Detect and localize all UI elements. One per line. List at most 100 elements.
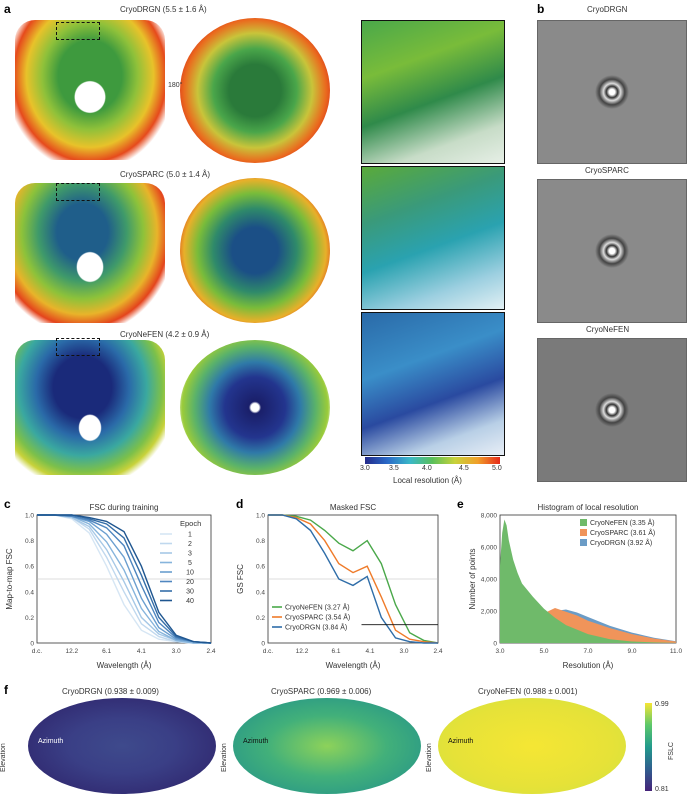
chart-local-resolution-histogram: Histogram of local resolution Resolution … — [468, 503, 682, 670]
fslc-colorbar-min: 0.81 — [655, 786, 669, 793]
series-line — [37, 514, 212, 644]
y-axis-label: Map-to-map FSC — [5, 548, 14, 610]
chart-title: Histogram of local resolution — [538, 503, 639, 512]
y-tick-label: 0.4 — [25, 589, 34, 596]
y-tick-label: 0.4 — [256, 589, 265, 596]
legend-label: 40 — [186, 598, 194, 605]
map-title-cryonefen: CryoNeFEN (4.2 ± 0.9 Å) — [120, 330, 210, 339]
y-tick-label: 0.8 — [256, 538, 265, 545]
colorbar-tick: 4.0 — [422, 465, 432, 472]
fslc-map-cryosparc — [233, 698, 421, 794]
x-tick-label: 3.0 — [399, 648, 408, 655]
x-axis-label: Wavelength (Å) — [326, 661, 381, 670]
x-tick-label: 11.0 — [670, 648, 683, 655]
panel-label-a: a — [4, 2, 11, 16]
legend-label: CryoDRGN (3.84 Å) — [285, 623, 347, 632]
micrograph-cryosparc — [537, 179, 687, 323]
x-tick-label: 3.0 — [495, 648, 504, 655]
y-tick-label: 0 — [493, 641, 497, 648]
chart-masked-fsc: Masked FSC Wavelength (Å) GS FSC 0 0.2 0.4 0.6… — [236, 503, 443, 670]
zoom-region-box — [56, 22, 100, 40]
charts-row: FSC during training Wavelength (Å) Map-to-… — [5, 503, 682, 670]
y-tick-label: 6,000 — [481, 545, 498, 552]
y-tick-label: 0.6 — [256, 564, 265, 571]
x-tick-label: 4.1 — [137, 648, 146, 655]
x-tick-label: 6.1 — [102, 648, 111, 655]
chart-title: Masked FSC — [330, 503, 376, 512]
series-line — [37, 514, 212, 644]
x-tick-label: 2.4 — [206, 648, 215, 655]
legend-label: 5 — [188, 560, 192, 567]
legend-swatch — [580, 529, 587, 536]
rotation-label: 180° — [168, 82, 183, 89]
elevation-label: Elevation — [0, 743, 7, 772]
legend-swatch — [580, 539, 587, 546]
azimuth-label: Azimuth — [243, 738, 269, 745]
legend-label: 10 — [186, 570, 194, 577]
panel-label-e: e — [457, 497, 464, 511]
density-map-top-cryodrgn — [180, 18, 330, 163]
legend-title: Epoch — [180, 519, 201, 528]
x-tick-label: 12.2 — [296, 648, 309, 655]
panel-label-d: d — [236, 497, 244, 511]
legend-label: 30 — [186, 589, 194, 596]
y-tick-label: 1.0 — [256, 513, 265, 520]
y-tick-label: 0.8 — [25, 538, 34, 545]
y-tick-label: 4,000 — [481, 577, 498, 584]
local-resolution-colorbar — [365, 457, 500, 464]
chart-fsc-training: FSC during training Wavelength (Å) Map-to-… — [5, 503, 216, 670]
zoom-region-box — [56, 338, 100, 356]
y-tick-label: 0 — [30, 641, 34, 648]
density-map-top-cryosparc — [180, 178, 330, 323]
x-axis-label: Resolution (Å) — [563, 661, 614, 670]
x-tick-label: 4.1 — [365, 648, 374, 655]
y-tick-label: 2,000 — [481, 609, 498, 616]
y-tick-label: 0.2 — [25, 615, 34, 622]
zoom-region-box — [56, 183, 100, 201]
series-line — [268, 514, 439, 644]
y-tick-label: 0.2 — [256, 615, 265, 622]
fslc-title-cryonefen: CryoNeFEN (0.988 ± 0.001) — [478, 687, 578, 696]
colorbar-tick: 3.5 — [389, 465, 399, 472]
y-tick-label: 8,000 — [481, 513, 498, 520]
fslc-colorbar-label: FSLC — [668, 742, 675, 760]
legend-label: CryoSPARC (3.61 Å) — [590, 528, 655, 537]
micrograph-cryodrgn — [537, 20, 687, 164]
legend-label: CryoDRGN (3.92 Å) — [590, 538, 652, 547]
micrograph-title-cryodrgn: CryoDRGN — [587, 5, 628, 14]
legend-label: CryoNeFEN (3.27 Å) — [285, 603, 350, 612]
map-title-cryodrgn: CryoDRGN (5.5 ± 1.6 Å) — [120, 5, 207, 14]
series-line — [268, 514, 439, 644]
micrograph-title-cryonefen: CryoNeFEN — [586, 325, 630, 334]
legend-label: CryoNeFEN (3.35 Å) — [590, 518, 655, 527]
legend-label: 2 — [188, 541, 192, 548]
fslc-colorbar — [645, 703, 652, 791]
azimuth-label: Azimuth — [448, 738, 474, 745]
x-tick-label: 3.0 — [172, 648, 181, 655]
zoom-panel-cryonefen — [361, 312, 505, 456]
fslc-title-cryodrgn: CryoDRGN (0.938 ± 0.009) — [62, 687, 159, 696]
colorbar-tick: 3.0 — [360, 465, 370, 472]
y-tick-label: 0 — [261, 641, 265, 648]
density-map-top-cryonefen — [180, 340, 330, 475]
colorbar-label: Local resolution (Å) — [393, 476, 462, 485]
histogram-area — [500, 519, 676, 643]
panel-label-b: b — [537, 2, 545, 16]
micrograph-title-cryosparc: CryoSPARC — [585, 166, 629, 175]
legend-label: 1 — [188, 532, 192, 539]
y-tick-label: 0.6 — [25, 564, 34, 571]
x-tick-label: 9.0 — [627, 648, 636, 655]
x-tick-label: d.c. — [263, 648, 274, 655]
fslc-colorbar-max: 0.99 — [655, 701, 669, 708]
x-tick-label: 7.0 — [583, 648, 592, 655]
x-tick-label: 2.4 — [433, 648, 442, 655]
colorbar-tick: 4.5 — [459, 465, 469, 472]
density-map-side-cryonefen — [15, 340, 165, 475]
map-title-cryosparc: CryoSPARC (5.0 ± 1.4 Å) — [120, 170, 211, 179]
density-map-side-cryodrgn — [15, 20, 165, 160]
x-tick-label: 12.2 — [65, 648, 78, 655]
fslc-title-cryosparc: CryoSPARC (0.969 ± 0.006) — [271, 687, 372, 696]
colorbar-tick: 5.0 — [492, 465, 502, 472]
y-axis-label: GS FSC — [236, 564, 245, 594]
legend-label: 3 — [188, 551, 192, 558]
